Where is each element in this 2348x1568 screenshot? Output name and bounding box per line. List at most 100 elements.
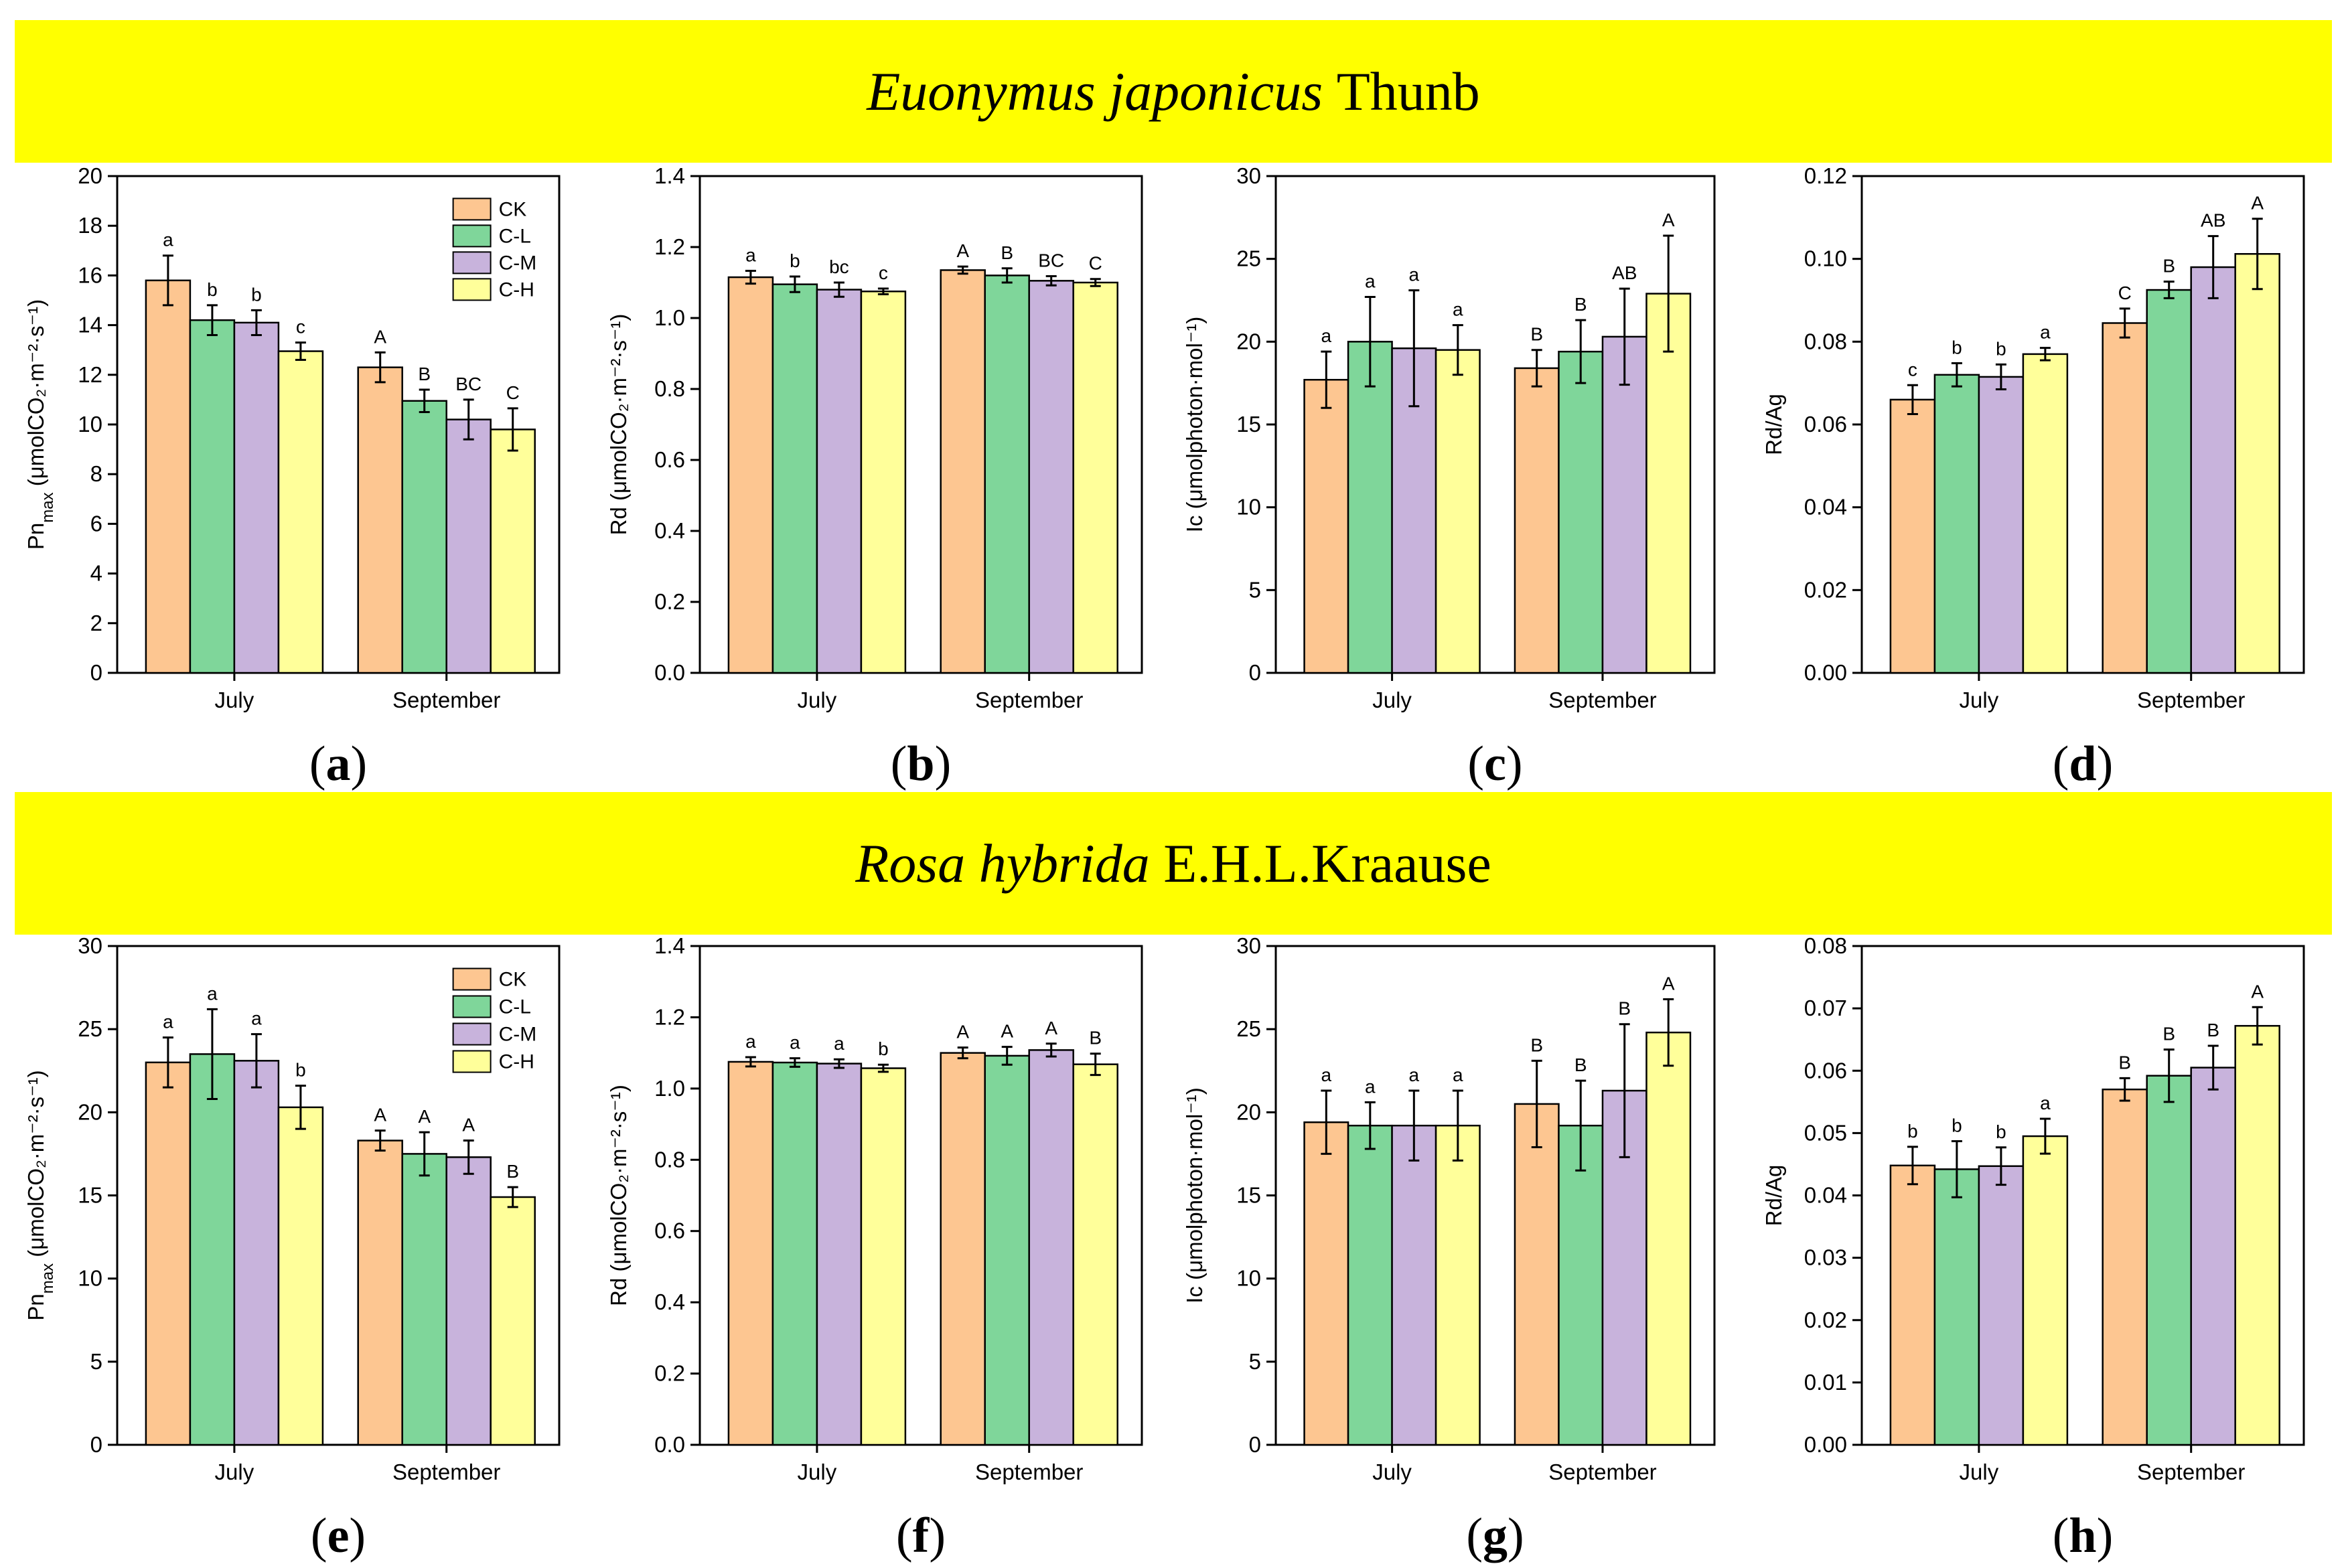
significance-letter: B <box>1001 242 1013 263</box>
x-category-label: July <box>1372 688 1412 712</box>
y-tick-label: 16 <box>78 262 102 287</box>
bar-c-l <box>1347 1124 1393 1446</box>
x-category-label: July <box>215 1460 254 1484</box>
y-tick-label: 8 <box>90 461 102 486</box>
significance-letter: a <box>1321 1065 1332 1085</box>
banner-top-species: Euonymus japonicus <box>867 60 1323 122</box>
species-banner-top: Euonymus japonicus Thunb <box>15 20 2332 163</box>
bar-c-h <box>860 1067 907 1446</box>
x-category-label: July <box>1960 1460 1999 1484</box>
y-tick-label: 0 <box>90 660 102 685</box>
bar-c-l <box>1933 1168 1980 1446</box>
y-tick-label: 25 <box>78 1016 102 1041</box>
x-category-label: September <box>392 688 500 712</box>
y-tick-label: 20 <box>78 1099 102 1124</box>
y-tick-label: 20 <box>1236 1099 1261 1124</box>
y-tick-label: 0.4 <box>654 1289 685 1314</box>
x-category-label: September <box>392 1460 500 1484</box>
significance-letter: b <box>1952 337 1962 358</box>
panel-label: (g) <box>1466 1508 1524 1563</box>
y-tick-label: 0.8 <box>654 376 685 401</box>
bar-c-h <box>277 1106 324 1446</box>
y-tick-label: 1.2 <box>654 1004 685 1029</box>
x-category-label: July <box>1372 1460 1412 1484</box>
x-category-label: September <box>975 1460 1083 1484</box>
bar-c-m <box>1978 1165 2025 1446</box>
bar-ck <box>727 1061 774 1446</box>
significance-letter: a <box>251 1008 262 1029</box>
x-category-label: September <box>2137 688 2245 712</box>
significance-letter: a <box>1453 299 1463 320</box>
y-tick-label: 0.00 <box>1804 660 1847 685</box>
y-tick-label: 0.2 <box>654 589 685 614</box>
bar-ck <box>2102 322 2148 674</box>
significance-letter: BC <box>1038 250 1064 270</box>
x-category-label: July <box>798 1460 837 1484</box>
chart-panel-7: 0 5 10 15 20 25 30 Ic (μmolphoton·mol⁻¹) July a a a… <box>1182 933 1716 1563</box>
bar-c-m <box>816 1063 863 1446</box>
bar-ck <box>357 366 403 674</box>
significance-letter: A <box>374 326 386 347</box>
y-tick-label: 0.10 <box>1804 246 1847 271</box>
significance-letter: A <box>462 1115 475 1135</box>
bar-ck <box>357 1140 403 1446</box>
significance-letter: a <box>1321 325 1332 346</box>
y-tick-label: 0.06 <box>1804 1058 1847 1083</box>
x-category-label: July <box>1960 688 1999 712</box>
legend-label: C-M <box>499 1024 537 1046</box>
significance-letter: a <box>790 1032 800 1053</box>
bar-c-h <box>2234 252 2280 674</box>
x-category-label: July <box>215 688 254 712</box>
significance-letter: c <box>296 317 305 337</box>
y-tick-label: 0.04 <box>1804 1183 1847 1208</box>
bar-c-h <box>1435 1124 1481 1446</box>
y-tick-label: 0.06 <box>1804 412 1847 437</box>
significance-letter: a <box>2040 1093 2051 1113</box>
y-tick-label: 30 <box>78 933 102 958</box>
chart-panel-1: 0 2 4 6 8 10 12 14 16 18 20 Pnmax (μmolCO₂·m⁻²·s⁻¹)… <box>23 163 561 791</box>
species-banner-bottom: Rosa hybrida E.H.L.Kraause <box>15 792 2332 935</box>
bar-c-m <box>1978 376 2025 674</box>
bar-c-l <box>189 319 236 674</box>
y-tick-label: 10 <box>78 412 102 437</box>
significance-letter: b <box>1907 1121 1918 1142</box>
y-tick-label: 0.4 <box>654 518 685 543</box>
y-tick-label: 1.0 <box>654 1076 685 1101</box>
chart-panel-5: 0 5 10 15 20 25 30 Pnmax (μmolCO₂·m⁻²·s⁻¹) July a… <box>23 933 561 1563</box>
y-tick-label: 0.07 <box>1804 996 1847 1020</box>
bar-c-m <box>1601 335 1647 674</box>
y-tick-label: 4 <box>90 561 102 586</box>
panel-label: (h) <box>2053 1508 2113 1563</box>
significance-letter: C <box>1089 253 1102 274</box>
chart-panel-3: 0 5 10 15 20 25 30 Ic (μmolphoton·mol⁻¹) July a a a… <box>1182 163 1716 791</box>
y-tick-label: 14 <box>78 313 102 337</box>
bar-c-l <box>1347 341 1393 674</box>
bar-ck <box>727 276 774 674</box>
legend-label: C-L <box>499 996 531 1018</box>
significance-letter: B <box>2118 1052 2131 1073</box>
y-tick-label: 0.02 <box>1804 577 1847 602</box>
plot-frame <box>699 945 1143 1446</box>
y-tick-label: 10 <box>1236 1266 1261 1291</box>
x-category-label: September <box>1548 688 1656 712</box>
x-category-label: September <box>2137 1460 2245 1484</box>
bar-ck <box>1889 1164 1936 1446</box>
significance-letter: B <box>1089 1028 1102 1048</box>
y-tick-label: 0.08 <box>1804 933 1847 958</box>
bar-c-l <box>772 283 818 674</box>
bar-c-h <box>277 350 324 674</box>
bar-ck <box>1303 1121 1349 1446</box>
significance-letter: BC <box>455 374 482 394</box>
y-tick-label: 0.6 <box>654 1219 685 1243</box>
y-tick-label: 15 <box>78 1183 102 1208</box>
significance-letter: a <box>1365 271 1376 292</box>
bar-c-l <box>1933 374 1980 674</box>
bar-c-l <box>401 400 447 674</box>
y-tick-label: 0.03 <box>1804 1245 1847 1270</box>
y-tick-label: 6 <box>90 511 102 536</box>
panel-label: (a) <box>309 736 367 791</box>
y-tick-label: 0.0 <box>654 1432 685 1457</box>
significance-letter: a <box>834 1033 845 1054</box>
legend-swatch-ck <box>452 967 492 991</box>
banner-bottom-species: Rosa hybrida <box>855 832 1150 894</box>
